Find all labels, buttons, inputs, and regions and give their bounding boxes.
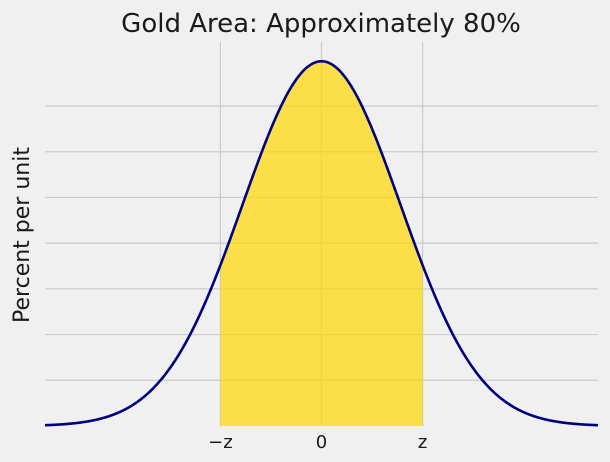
x-tick-label: −z bbox=[208, 432, 233, 453]
curve-layer bbox=[44, 59, 599, 427]
normal-curve-line bbox=[44, 59, 599, 427]
y-axis-label: Percent per unit bbox=[10, 147, 35, 323]
x-tick-label: 0 bbox=[316, 432, 327, 453]
x-tick-label: z bbox=[418, 432, 427, 453]
shaded-area-layer bbox=[220, 61, 423, 426]
gold-shaded-area bbox=[220, 61, 423, 426]
chart-title: Gold Area: Approximately 80% bbox=[121, 9, 521, 39]
x-tick-labels: −z 0 z bbox=[208, 432, 427, 453]
